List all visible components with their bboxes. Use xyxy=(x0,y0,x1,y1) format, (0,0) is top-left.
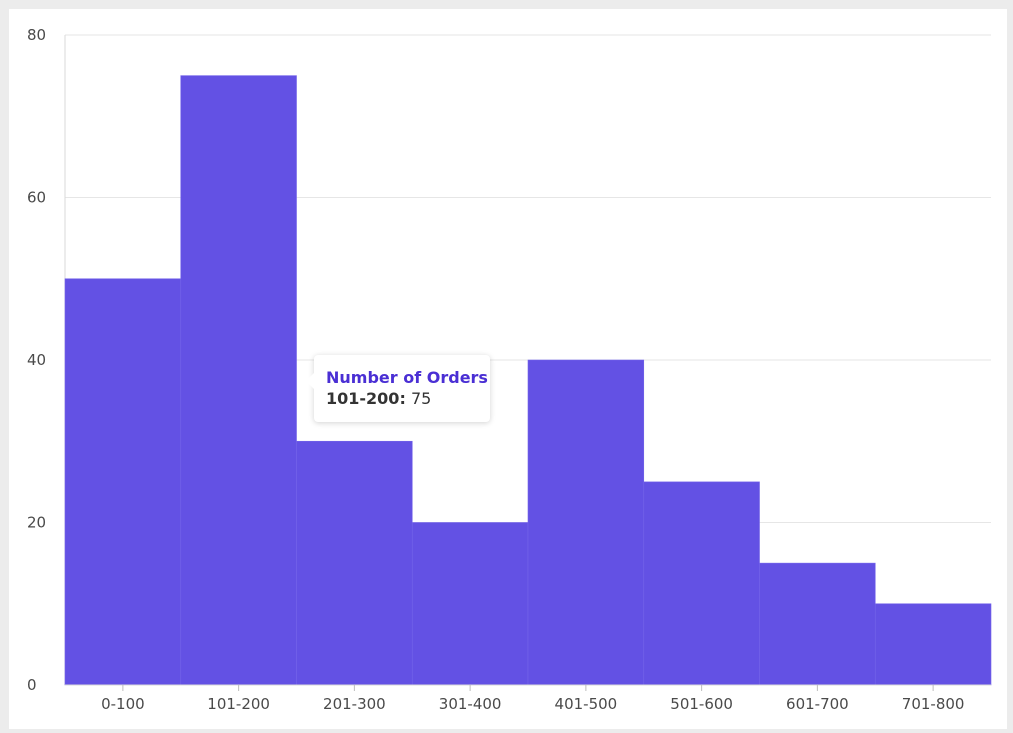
x-tick-label: 101-200 xyxy=(207,695,270,713)
x-tick-label: 701-800 xyxy=(902,695,965,713)
histogram-bar xyxy=(64,278,182,686)
tooltip-value-line: 101-200: 75 xyxy=(326,388,490,409)
x-tick-label: 601-700 xyxy=(786,695,849,713)
x-tick-label: 301-400 xyxy=(439,695,502,713)
x-tick-label: 201-300 xyxy=(323,695,386,713)
histogram-chart: 0 20 40 60 80 0-100 101-200 201-300 301-400 401-5… xyxy=(27,26,992,713)
histogram-bar xyxy=(527,359,645,686)
y-tick-label: 80 xyxy=(27,26,46,44)
histogram-bar xyxy=(759,562,876,686)
histogram-bar xyxy=(180,75,297,686)
y-tick-label: 60 xyxy=(27,189,46,207)
histogram-bar xyxy=(643,481,760,686)
x-tick-label: 0-100 xyxy=(101,695,145,713)
y-tick-label: 20 xyxy=(27,514,46,532)
histogram-bar xyxy=(874,603,992,686)
chart-tooltip: Number of Orders 101-200: 75 xyxy=(306,355,490,422)
y-tick-label: 40 xyxy=(27,351,46,369)
x-tick-label: 501-600 xyxy=(670,695,733,713)
tooltip-arrow xyxy=(306,373,314,389)
x-tick-label: 401-500 xyxy=(555,695,618,713)
tooltip-series-name: Number of Orders xyxy=(326,368,488,387)
tooltip-value: 75 xyxy=(410,389,432,408)
tooltip-category: 101-200: xyxy=(326,389,406,408)
y-tick-label: 0 xyxy=(27,676,37,694)
histogram-bar xyxy=(411,522,529,686)
histogram-bar xyxy=(296,440,413,686)
chart-card: 0 20 40 60 80 0-100 101-200 201-300 301-400 401-5… xyxy=(9,9,1007,729)
